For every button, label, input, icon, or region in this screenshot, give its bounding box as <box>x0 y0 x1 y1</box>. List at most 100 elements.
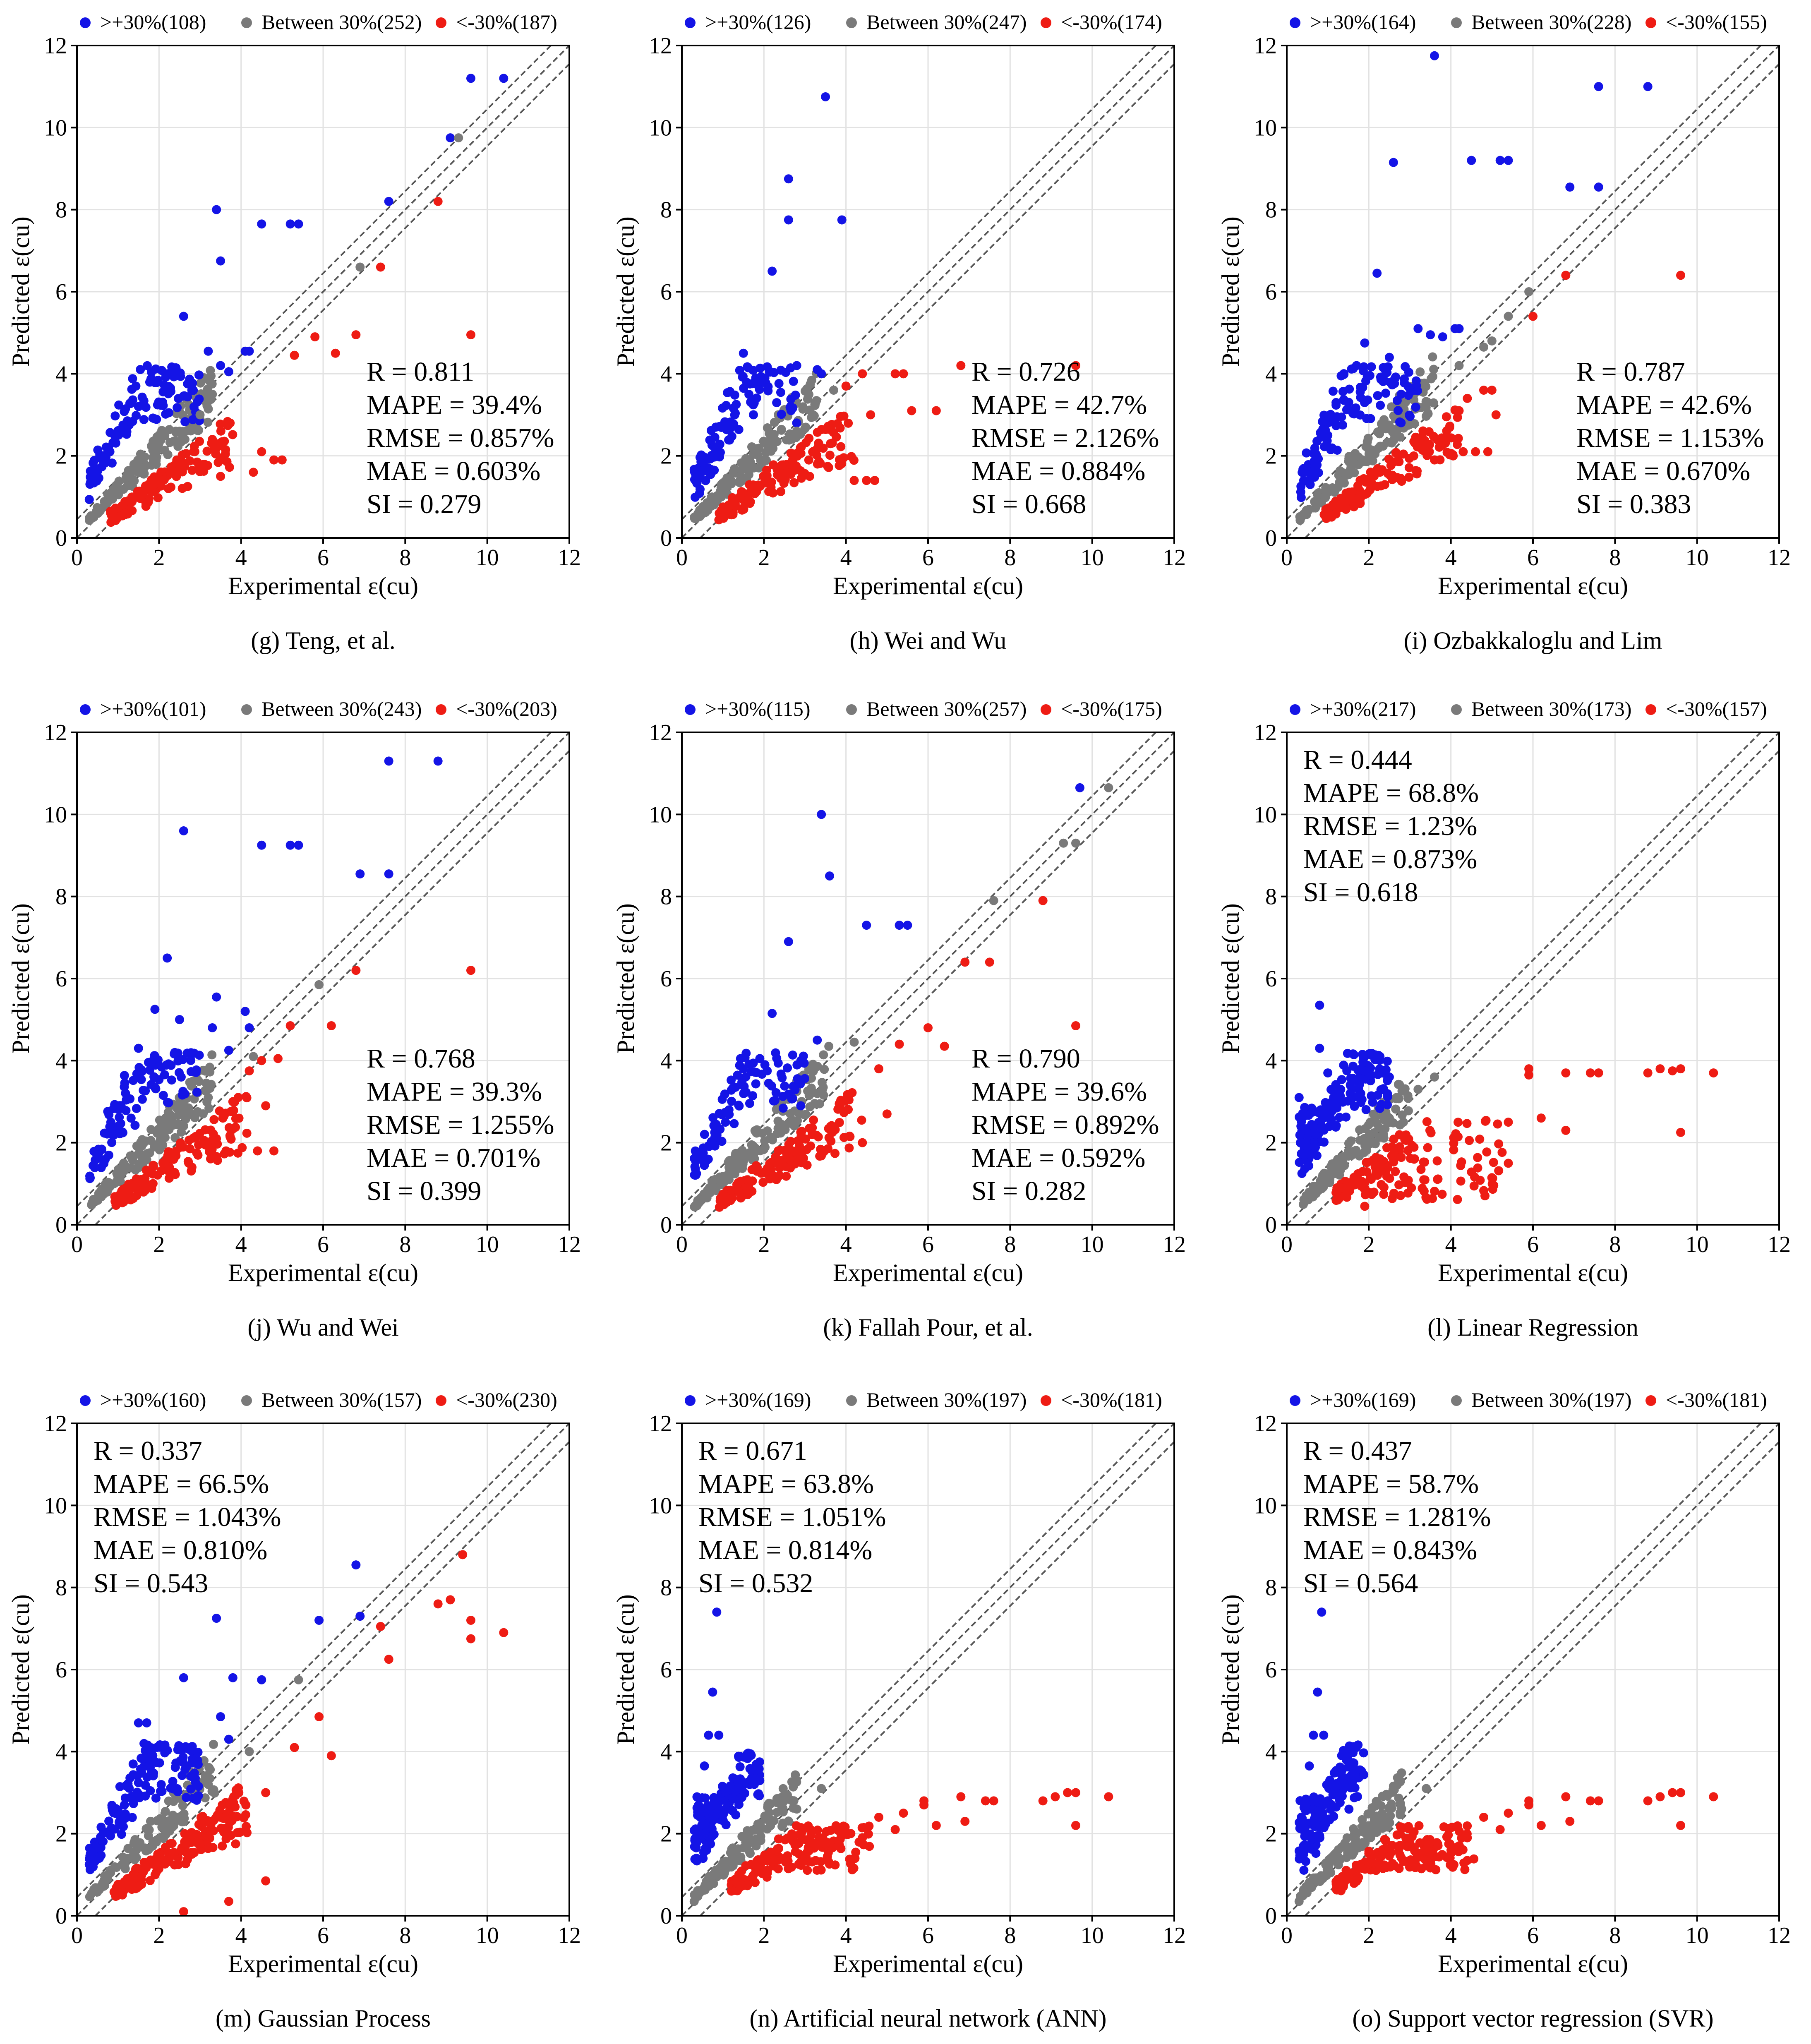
point-below <box>844 1143 854 1153</box>
point-between <box>819 1050 828 1060</box>
lower-bound-line <box>700 62 1174 538</box>
point-below <box>202 1833 211 1842</box>
point-above <box>154 1055 163 1065</box>
point-above <box>690 1834 700 1843</box>
legend-label-between: Between 30%(173) <box>1471 697 1631 720</box>
point-above <box>1313 1687 1322 1697</box>
point-between <box>1383 1791 1392 1801</box>
point-above <box>691 1824 700 1834</box>
point-above <box>126 1113 136 1123</box>
point-between <box>1379 1133 1389 1143</box>
y-tick-label: 10 <box>44 115 67 141</box>
point-above <box>115 1782 125 1792</box>
point-above <box>170 1763 180 1772</box>
point-between <box>777 1120 786 1129</box>
point-below <box>195 467 205 476</box>
lower-bound-line <box>1305 749 1779 1225</box>
lower-bound-line <box>95 62 569 538</box>
point-below <box>750 1878 760 1887</box>
point-above <box>1353 1065 1363 1075</box>
upper-bound-line <box>77 732 552 1207</box>
point-below <box>142 1179 151 1189</box>
point-below <box>714 515 724 525</box>
point-between <box>703 506 712 515</box>
point-below <box>858 1138 867 1147</box>
x-tick-label: 10 <box>1081 545 1104 571</box>
point-below <box>326 1021 336 1031</box>
point-above <box>168 1777 178 1786</box>
point-below <box>290 350 299 360</box>
point-below <box>890 1825 900 1834</box>
point-above <box>167 1075 176 1085</box>
point-below <box>146 1856 156 1865</box>
lower-bound-line <box>95 1440 569 1916</box>
x-tick-label: 8 <box>1609 545 1621 571</box>
point-above <box>1359 366 1368 376</box>
point-above <box>1339 395 1348 404</box>
point-below <box>1456 1176 1466 1186</box>
point-above <box>1400 374 1409 384</box>
x-tick-label: 10 <box>1081 1232 1104 1257</box>
point-above <box>1376 372 1385 382</box>
point-below <box>218 1841 227 1851</box>
point-below <box>208 435 217 444</box>
point-above <box>499 74 509 83</box>
point-below <box>253 1146 262 1156</box>
point-above <box>1343 1048 1352 1058</box>
point-above <box>224 1046 233 1055</box>
point-below <box>1395 1142 1404 1152</box>
x-tick-label: 4 <box>235 1232 247 1257</box>
legend-marker-between <box>1451 704 1462 715</box>
point-between <box>817 1078 827 1087</box>
point-below <box>1391 1167 1400 1176</box>
point-below <box>1359 1184 1369 1193</box>
point-above <box>1294 1093 1304 1102</box>
stat-line: MAE = 0.843% <box>1303 1535 1477 1565</box>
point-below <box>331 348 340 358</box>
point-below <box>1668 1788 1677 1797</box>
point-above <box>164 1098 173 1108</box>
reference-lines <box>77 46 569 538</box>
point-above <box>706 470 715 479</box>
point-below <box>163 1154 173 1163</box>
point-above <box>1372 269 1382 278</box>
point-below <box>239 1797 249 1806</box>
point-below <box>1423 1143 1432 1152</box>
point-below <box>1422 451 1432 460</box>
point-below <box>108 509 118 519</box>
x-tick-label: 4 <box>840 1232 852 1257</box>
chart-i: 0 2 4 6 8 10 12 0 2 4 6 8 10 12 Experimental ε(cu) Pred… <box>1217 10 1791 654</box>
x-tick-label: 8 <box>399 545 411 571</box>
point-above <box>769 368 779 377</box>
point-below <box>1396 1822 1405 1832</box>
legend-marker-below <box>1041 17 1051 28</box>
point-below <box>1389 1149 1399 1158</box>
point-above <box>179 312 188 321</box>
point-between <box>789 1796 799 1806</box>
y-tick-label: 12 <box>1254 720 1277 746</box>
point-below <box>1488 1185 1497 1194</box>
panel-caption: (o) Support vector regression (SVR) <box>1352 2005 1713 2032</box>
y-tick-label: 2 <box>660 1130 672 1156</box>
point-above <box>1373 1070 1383 1080</box>
point-below <box>1366 468 1375 477</box>
point-above <box>1343 405 1352 414</box>
point-below <box>225 1818 235 1827</box>
point-above <box>1370 1050 1380 1060</box>
upper-bound-line <box>682 46 1157 520</box>
point-below <box>1458 447 1468 456</box>
point-above <box>113 426 123 435</box>
y-tick-label: 0 <box>660 1903 672 1929</box>
point-above <box>120 1071 129 1080</box>
point-above <box>192 1087 202 1097</box>
panel-caption: (l) Linear Regression <box>1427 1314 1638 1341</box>
x-tick-label: 4 <box>1445 1232 1457 1257</box>
x-tick-label: 4 <box>235 545 247 571</box>
y-tick-label: 8 <box>55 884 67 910</box>
point-above <box>187 386 197 395</box>
point-between <box>123 1844 133 1853</box>
point-below <box>499 1628 509 1637</box>
point-between <box>136 449 145 459</box>
stat-line: RMSE = 1.255% <box>367 1110 554 1140</box>
